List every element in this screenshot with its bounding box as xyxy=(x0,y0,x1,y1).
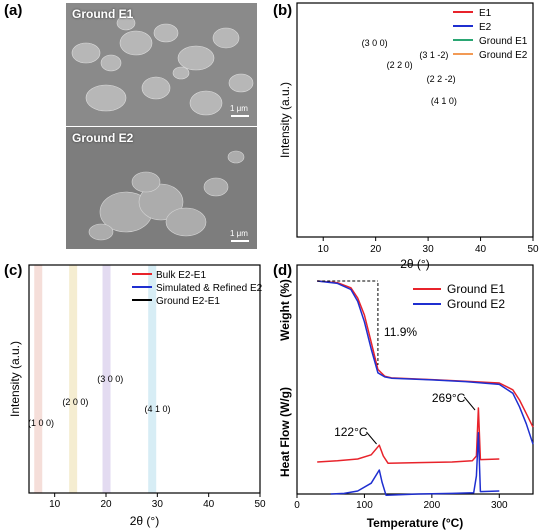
scale-bar xyxy=(231,115,249,117)
sem-tag-ground-e1: Ground E1 xyxy=(72,7,134,21)
scale-label: 1 μm xyxy=(230,104,248,113)
legend-label-c: Simulated & Refined E2 xyxy=(156,283,263,294)
annotation-mass-loss: 11.9% xyxy=(384,325,417,339)
annotation-arrow-122c xyxy=(366,431,377,445)
annotation-c: (1 0 0) xyxy=(28,418,54,428)
y-axis-title-c: Intensity (a.u.) xyxy=(8,341,22,417)
x-tick-label-b: 10 xyxy=(318,244,330,255)
sem-image-ground-e1: Ground E1 1 μm xyxy=(66,3,257,126)
annotation-arrow-269c xyxy=(463,396,476,411)
sem-tag-ground-e2: Ground E2 xyxy=(72,131,134,145)
scale-bar xyxy=(231,240,249,242)
x-tick-label-d: 0 xyxy=(294,500,300,511)
annotation-b: (4 1 0) xyxy=(431,96,457,106)
x-tick-label-d: 100 xyxy=(356,500,373,511)
tga-ground-e2 xyxy=(317,280,534,445)
x-tick-label-c: 30 xyxy=(152,499,164,510)
y-axis-title-b: Intensity (a.u.) xyxy=(278,82,292,158)
annotation-b: (2 2 -2) xyxy=(427,74,456,84)
sem-image-ground-e2: Ground E2 1 μm xyxy=(66,127,257,249)
x-tick-label-d: 300 xyxy=(491,500,508,511)
panel-label-c: (c) xyxy=(4,262,23,279)
annotation-b: (2 2 0) xyxy=(387,60,413,70)
legend-label-b: E2 xyxy=(479,22,492,33)
x-axis-title-c: 2θ (°) xyxy=(130,514,159,528)
sem-particles-e1 xyxy=(71,15,254,116)
legend-label-b: Ground E2 xyxy=(479,50,528,61)
panel-label-a: (a) xyxy=(4,2,23,19)
scale-label: 1 μm xyxy=(230,229,248,238)
x-tick-label-b: 50 xyxy=(527,244,539,255)
x-axis-title-b: 2θ (°) xyxy=(400,257,429,271)
highlight-band-c xyxy=(102,265,111,493)
plot-c-frame xyxy=(28,264,261,494)
legend-label-c: Bulk E2-E1 xyxy=(156,270,206,281)
legend-label-d: Ground E1 xyxy=(447,282,505,296)
panel-label-b: (b) xyxy=(273,2,293,19)
x-tick-label-b: 40 xyxy=(475,244,487,255)
legend-label-b: Ground E1 xyxy=(479,36,528,47)
x-axis-title-d: Temperature (°C) xyxy=(367,516,464,530)
x-tick-label-b: 20 xyxy=(370,244,382,255)
annotation-c: (2 0 0) xyxy=(62,397,88,407)
highlight-band-c xyxy=(34,265,43,493)
x-tick-label-d: 200 xyxy=(424,500,441,511)
y-axis-title-bottom-d: Heat Flow (W/g) xyxy=(278,387,292,477)
x-tick-label-b: 30 xyxy=(423,244,435,255)
x-tick-label-c: 40 xyxy=(203,499,215,510)
dsc-ground-e2 xyxy=(330,432,500,496)
annotation-122c: 122°C xyxy=(334,425,368,439)
x-tick-label-c: 50 xyxy=(254,499,266,510)
annotation-269c: 269°C xyxy=(432,391,466,405)
highlight-band-c xyxy=(148,265,157,493)
legend-label-c: Ground E2-E1 xyxy=(156,296,220,307)
annotation-c: (4 1 0) xyxy=(145,404,171,414)
legend-label-d: Ground E2 xyxy=(447,297,505,311)
x-tick-label-c: 10 xyxy=(49,499,61,510)
dsc-ground-e1 xyxy=(317,407,500,464)
annotation-b: (3 1 -2) xyxy=(419,50,448,60)
x-tick-label-c: 20 xyxy=(100,499,112,510)
annotation-c: (3 0 0) xyxy=(97,374,123,384)
plot-b-frame xyxy=(296,2,534,238)
y-axis-title-top-d: Weight (%) xyxy=(278,279,292,341)
highlight-band-c xyxy=(69,265,78,493)
legend-label-b: E1 xyxy=(479,8,492,19)
panel-label-d: (d) xyxy=(273,262,293,279)
sem-particles-e2 xyxy=(88,150,245,241)
annotation-b: (3 0 0) xyxy=(362,38,388,48)
